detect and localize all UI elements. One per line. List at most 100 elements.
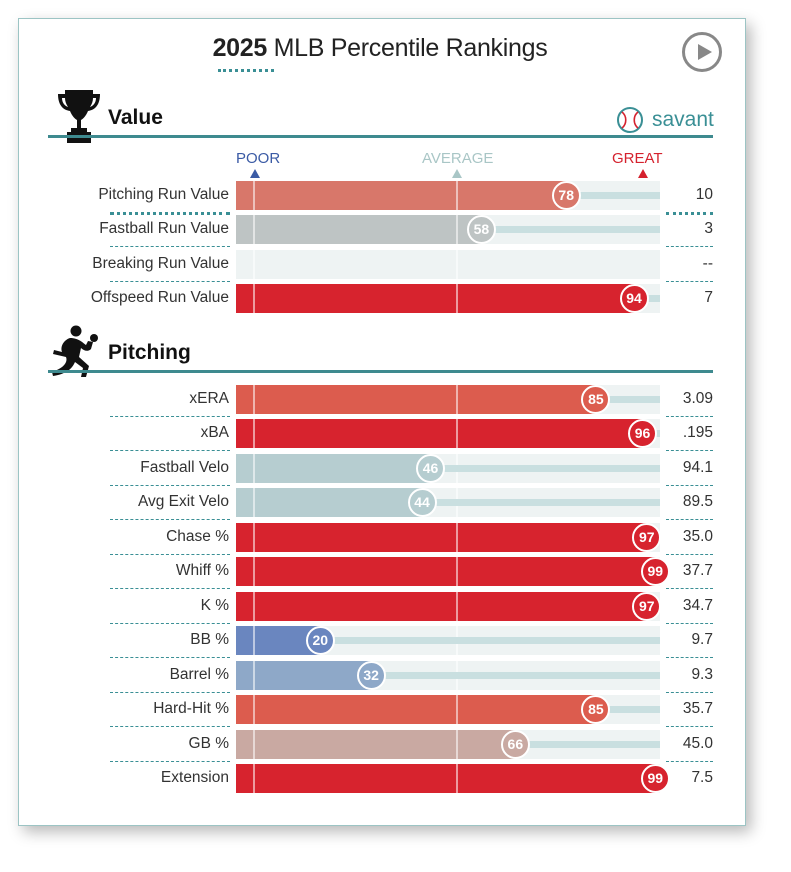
percentile-badge-barrel[interactable]: 32	[356, 660, 386, 690]
bar-tick-0-avg-exit-velo	[253, 488, 255, 518]
bar-track-whiff: 99	[236, 557, 670, 587]
row-value-fastball-velo: 94.1	[682, 458, 713, 476]
bar-k	[236, 591, 648, 621]
bar-track-xba: 96	[236, 419, 660, 449]
row-label-fastball-velo: Fastball Velo	[140, 458, 229, 476]
percentile-badge-gb[interactable]: 66	[500, 729, 530, 759]
bar-rail-xera	[596, 396, 660, 403]
row-divider-right-bb	[666, 657, 713, 659]
row-divider-left-pitching-run-value	[110, 212, 230, 215]
bar-tick-0-chase	[253, 522, 255, 552]
bar-tick-0-whiff	[253, 557, 255, 587]
bar-tick-1-hard-hit	[456, 695, 458, 725]
bar-track-chase: 97	[236, 522, 662, 552]
row-label-chase: Chase %	[166, 527, 229, 545]
bar-tick-0-pitching-run-value	[253, 181, 255, 210]
bar-extension	[236, 763, 656, 793]
row-divider-left-bb	[110, 657, 230, 659]
trophy-icon	[58, 90, 100, 143]
average-marker-icon	[452, 169, 462, 178]
bar-track-bb: 20	[236, 626, 660, 656]
row-label-avg-exit-velo: Avg Exit Velo	[137, 493, 229, 511]
row-divider-left-avg-exit-velo	[110, 519, 230, 521]
bar-rail-pitching-run-value	[566, 192, 660, 199]
play-button[interactable]	[682, 32, 722, 72]
row-divider-right-hard-hit	[666, 726, 713, 728]
row-label-gb: GB %	[188, 734, 229, 752]
row-divider-left-fastball-run-value	[110, 246, 230, 248]
percentile-badge-xba[interactable]: 96	[628, 419, 658, 449]
bar-track-extension: 99	[236, 763, 670, 793]
percentile-badge-avg-exit-velo[interactable]: 44	[407, 488, 437, 518]
bar-tick-1-extension	[456, 763, 458, 793]
bar-hard-hit	[236, 695, 597, 725]
percentile-badge-whiff[interactable]: 99	[640, 557, 670, 587]
row-divider-left-xera	[110, 416, 230, 417]
row-divider-right-avg-exit-velo	[666, 519, 713, 521]
bar-track-barrel: 32	[236, 660, 660, 690]
row-divider-left-k	[110, 622, 230, 624]
bar-tick-0-k	[253, 591, 255, 621]
header-average-label: AVERAGE	[422, 150, 494, 167]
bar-track-hard-hit: 85	[236, 695, 660, 725]
bar-offspeed-run-value	[236, 283, 635, 313]
percentile-badge-pitching-run-value[interactable]: 78	[551, 181, 581, 210]
bar-gb	[236, 729, 516, 759]
bar-tick-0-gb	[253, 729, 255, 759]
percentile-badge-k[interactable]: 97	[632, 591, 662, 621]
row-label-bb: BB %	[190, 631, 229, 649]
row-value-xera: 3.09	[682, 390, 713, 407]
row-value-barrel: 9.3	[691, 665, 713, 683]
row-value-bb: 9.7	[691, 631, 713, 649]
percentile-badge-chase[interactable]: 97	[632, 522, 662, 552]
row-divider-left-chase	[110, 553, 230, 555]
percentile-badge-bb[interactable]: 20	[305, 626, 335, 656]
row-value-k: 34.7	[682, 596, 713, 614]
pitcher-icon	[52, 325, 98, 377]
row-divider-right-whiff	[666, 588, 713, 590]
row-value-gb: 45.0	[682, 734, 713, 752]
bar-xera	[236, 385, 597, 414]
title-year: 2025	[212, 34, 268, 62]
header-great: GREAT	[612, 150, 663, 178]
percentile-badge-extension[interactable]: 99	[640, 763, 670, 793]
row-label-whiff: Whiff %	[175, 562, 229, 580]
chart-title: 2025 MLB Percentile Rankings	[0, 34, 760, 63]
percentile-badge-hard-hit[interactable]: 85	[581, 695, 611, 725]
row-label-breaking-run-value: Breaking Run Value	[92, 254, 229, 272]
row-divider-left-fastball-velo	[110, 484, 230, 486]
bar-rail-hard-hit	[596, 706, 660, 714]
bar-rail-bb	[320, 637, 660, 645]
bar-whiff	[236, 557, 656, 587]
percentile-badge-fastball-run-value[interactable]: 58	[466, 215, 496, 245]
percentile-badge-xera[interactable]: 85	[581, 385, 611, 414]
bar-tick-0-bb	[253, 626, 255, 656]
row-label-pitching-run-value: Pitching Run Value	[98, 186, 229, 203]
row-value-avg-exit-velo: 89.5	[682, 493, 713, 511]
section-divider-pitching	[48, 370, 713, 373]
bar-tick-1-offspeed-run-value	[456, 283, 458, 313]
bar-tick-1-whiff	[456, 557, 458, 587]
row-divider-left-whiff	[110, 588, 230, 590]
row-value-whiff: 37.7	[682, 562, 713, 580]
bar-fastball-run-value	[236, 215, 482, 245]
section-divider-value	[48, 135, 713, 138]
great-marker-icon	[638, 169, 648, 178]
row-value-hard-hit: 35.7	[682, 700, 713, 718]
percentile-badge-offspeed-run-value[interactable]: 94	[619, 283, 649, 313]
row-value-fastball-run-value: 3	[704, 220, 713, 238]
section-title-pitching: Pitching	[108, 341, 191, 364]
baseball-icon	[617, 107, 643, 133]
bar-track-gb: 66	[236, 729, 660, 759]
row-divider-left-gb	[110, 760, 230, 762]
row-divider-right-fastball-velo	[666, 484, 713, 486]
row-value-pitching-run-value: 10	[695, 186, 713, 203]
header-poor-label: POOR	[236, 150, 281, 167]
row-label-offspeed-run-value: Offspeed Run Value	[90, 288, 229, 306]
bar-avg-exit-velo	[236, 488, 423, 518]
savant-label: savant	[652, 108, 714, 131]
bar-pitching-run-value	[236, 181, 567, 210]
title-text: MLB Percentile Rankings	[266, 34, 548, 62]
percentile-badge-fastball-velo[interactable]: 46	[416, 453, 446, 483]
row-label-barrel: Barrel %	[169, 665, 229, 683]
